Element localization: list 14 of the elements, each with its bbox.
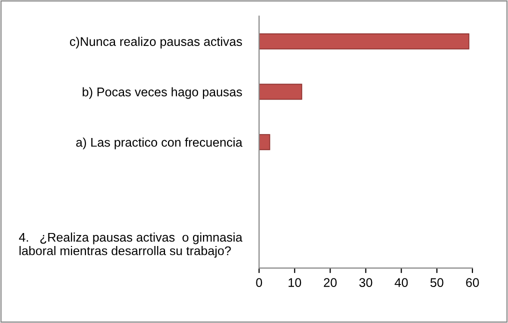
y-tick-label: a) Las practico con frecuencia	[76, 138, 242, 150]
y-tick-label: 4. ¿Realiza pausas activas o gimnasia laboral mientras desarrolla su trabajo?	[18, 232, 242, 258]
y-tick-label: b) Pocas veces hago pausas	[82, 87, 242, 99]
x-tick-label: 10	[288, 278, 302, 287]
bar	[259, 33, 470, 50]
x-tick-label: 0	[256, 278, 262, 287]
y-tick-label: c)Nunca realizo pausas activas	[70, 36, 242, 48]
x-tick-label: 60	[466, 278, 479, 287]
bar	[259, 134, 270, 150]
bar	[259, 84, 302, 100]
x-tick-label: 50	[430, 278, 444, 287]
x-tick-label: 40	[394, 278, 408, 287]
x-tick-label: 20	[324, 278, 337, 287]
x-tick-label: 30	[359, 278, 372, 287]
